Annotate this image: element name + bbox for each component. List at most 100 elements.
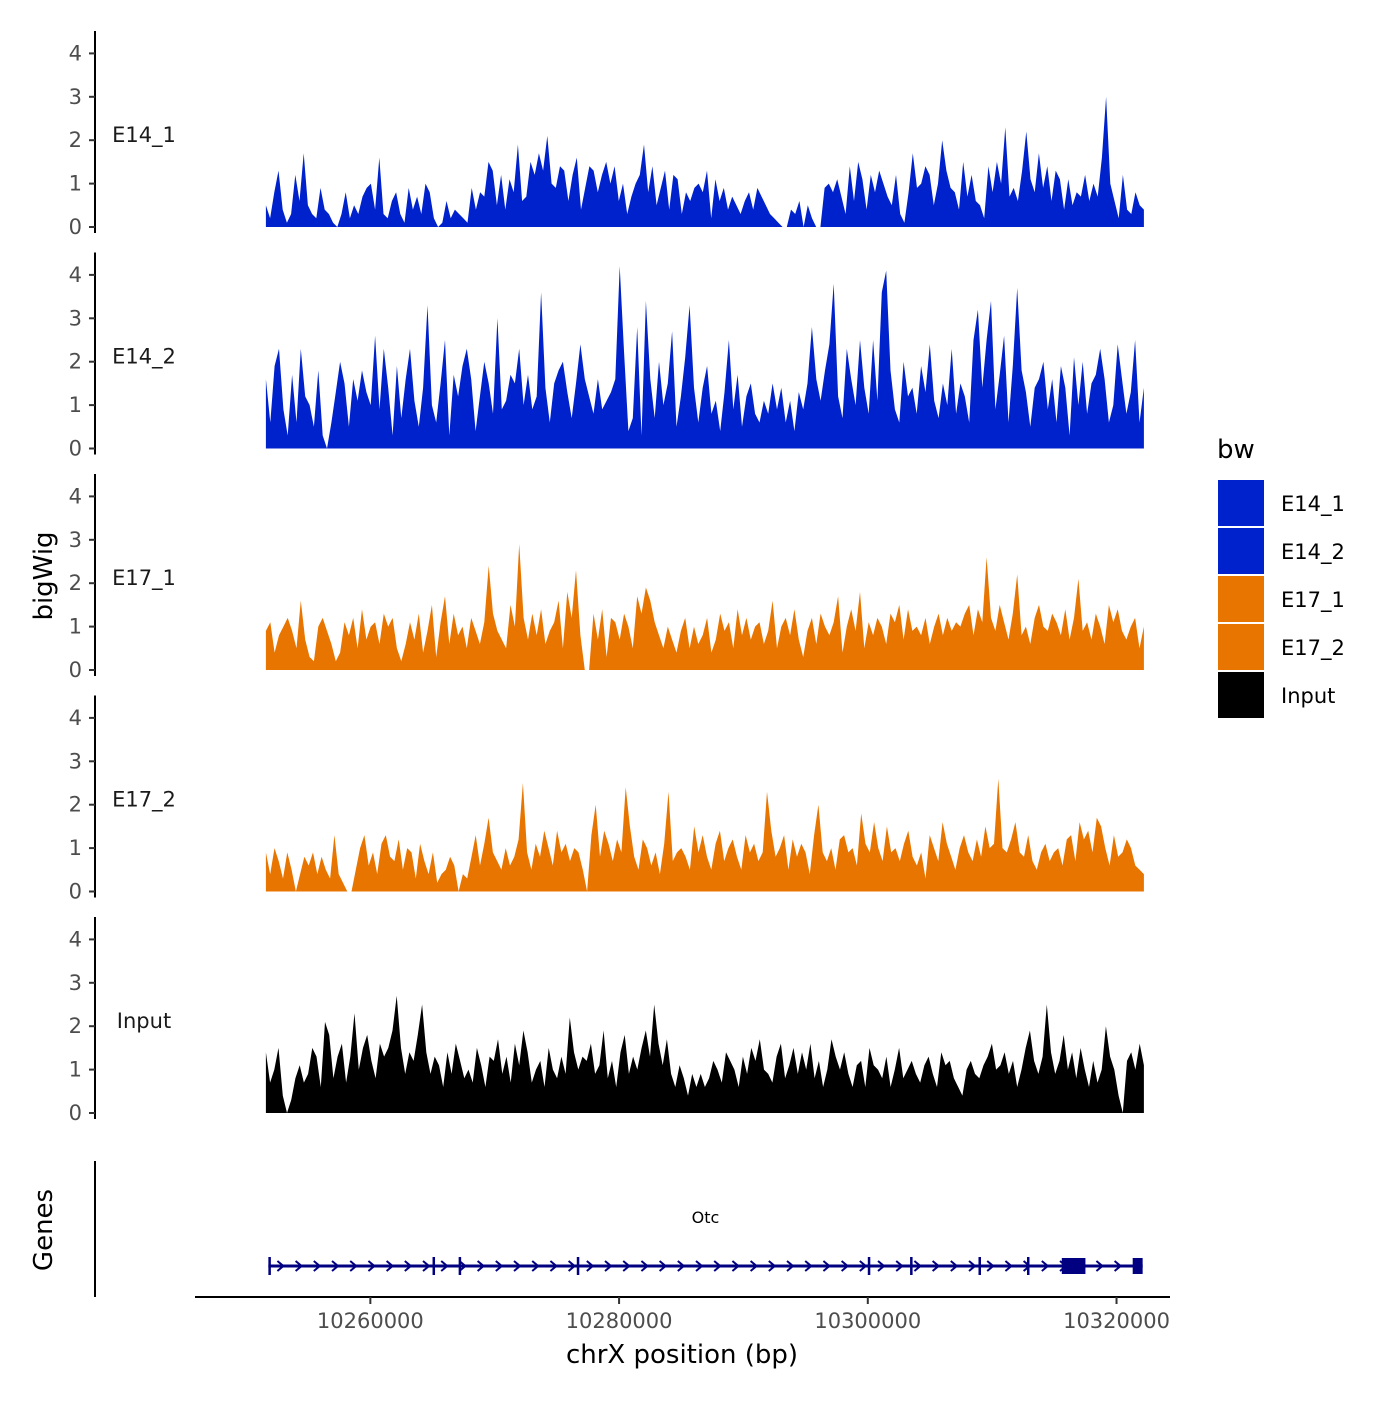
strand-arrow bbox=[840, 1260, 850, 1272]
y-tick-label: 1 bbox=[69, 393, 82, 417]
strand-arrow bbox=[786, 1260, 795, 1272]
strand-arrow bbox=[877, 1260, 886, 1272]
strand-arrow bbox=[640, 1260, 649, 1272]
x-tick-label: 10260000 bbox=[317, 1309, 424, 1333]
y-tick-label: 2 bbox=[69, 128, 82, 152]
strand-arrow bbox=[713, 1260, 722, 1272]
strand-arrow bbox=[294, 1260, 304, 1272]
strand-arrow bbox=[495, 1260, 504, 1272]
strand-arrow bbox=[1022, 1260, 1032, 1272]
gene-track-label: Genes bbox=[29, 1189, 59, 1271]
strand-arrow bbox=[895, 1260, 904, 1272]
track-E14_2: 0 1 2 3 4 E14_2 bbox=[69, 252, 1144, 461]
strand-arrow bbox=[731, 1260, 740, 1272]
strand-arrow bbox=[1113, 1260, 1123, 1272]
track-label: Input bbox=[117, 1009, 171, 1033]
strand-arrow bbox=[549, 1260, 558, 1272]
strand-arrow bbox=[422, 1260, 431, 1272]
y-tick-label: 4 bbox=[69, 41, 82, 65]
y-tick-label: 4 bbox=[69, 263, 82, 287]
legend-label: E17_2 bbox=[1281, 636, 1345, 661]
y-tick-label: 3 bbox=[69, 85, 82, 109]
strand-arrow bbox=[513, 1260, 522, 1272]
y-tick-label: 2 bbox=[69, 793, 82, 817]
track-Input: 0 1 2 3 4 Input bbox=[69, 917, 1144, 1125]
exon bbox=[576, 1257, 580, 1275]
strand-arrow bbox=[567, 1260, 577, 1272]
signal-area-E17_2 bbox=[265, 778, 1144, 892]
legend-label: E14_1 bbox=[1281, 492, 1345, 517]
signal-area-E14_1 bbox=[265, 96, 1144, 227]
strand-arrow bbox=[404, 1260, 413, 1272]
y-tick-label: 0 bbox=[69, 437, 82, 461]
strand-arrow bbox=[1095, 1260, 1104, 1272]
gene-model bbox=[268, 1257, 1143, 1275]
y-tick-label: 1 bbox=[69, 172, 82, 196]
y-tick-label: 1 bbox=[69, 1058, 82, 1082]
signal-area-E14_2 bbox=[265, 266, 1144, 449]
strand-arrow bbox=[859, 1260, 868, 1272]
strand-arrow bbox=[822, 1260, 831, 1272]
track-label: E14_2 bbox=[112, 345, 176, 370]
track-label: E17_2 bbox=[112, 788, 176, 813]
strand-arrow bbox=[986, 1260, 995, 1272]
strand-arrow bbox=[349, 1260, 358, 1272]
strand-arrow bbox=[913, 1260, 922, 1272]
exon bbox=[978, 1257, 981, 1275]
x-axis-title: chrX position (bp) bbox=[566, 1340, 798, 1370]
exon bbox=[1061, 1258, 1086, 1274]
strand-arrow bbox=[950, 1260, 959, 1272]
y-tick-label: 4 bbox=[69, 706, 82, 730]
strand-arrow bbox=[367, 1260, 376, 1272]
y-tick-label: 3 bbox=[69, 528, 82, 552]
legend-swatch bbox=[1218, 576, 1264, 622]
exon bbox=[458, 1257, 462, 1275]
gene-name-label: Otc bbox=[692, 1208, 720, 1227]
strand-arrow bbox=[331, 1260, 340, 1272]
strand-arrow bbox=[622, 1260, 631, 1272]
y-tick-label: 2 bbox=[69, 1014, 82, 1038]
legend-swatch bbox=[1218, 528, 1264, 574]
strand-arrow bbox=[531, 1260, 540, 1272]
y-tick-label: 1 bbox=[69, 836, 82, 860]
y-tick-label: 2 bbox=[69, 571, 82, 595]
x-tick-label: 10320000 bbox=[1063, 1309, 1170, 1333]
strand-arrow bbox=[1004, 1260, 1013, 1272]
strand-arrow bbox=[749, 1260, 759, 1272]
y-axis-title: bigWig bbox=[29, 531, 59, 620]
strand-arrow bbox=[931, 1260, 941, 1272]
y-tick-label: 3 bbox=[69, 971, 82, 995]
strand-arrow bbox=[458, 1260, 467, 1272]
legend-label: E17_1 bbox=[1281, 588, 1345, 613]
legend-title: bw bbox=[1217, 435, 1255, 465]
track-label: E17_1 bbox=[112, 566, 176, 591]
x-ticks: 10260000 10280000 10300000 10320000 bbox=[317, 1297, 1170, 1333]
signal-tracks: 0 1 2 3 4 E14_1 0 1 2 3 4 E14_2 0 1 2 3 4 E17_1 0 1 2 3 4 E17_2… bbox=[69, 31, 1144, 1125]
x-axis: 10260000 10280000 10300000 10320000 chrX po… bbox=[195, 1296, 1170, 1370]
legend-swatch bbox=[1218, 624, 1264, 670]
exon bbox=[1026, 1257, 1030, 1275]
exon bbox=[867, 1257, 871, 1275]
y-tick-label: 0 bbox=[69, 658, 82, 682]
strand-arrow bbox=[385, 1260, 395, 1272]
legend-swatch bbox=[1218, 480, 1264, 526]
track-E17_1: 0 1 2 3 4 E17_1 bbox=[69, 474, 1144, 682]
legend-label: E14_2 bbox=[1281, 540, 1345, 565]
strand-arrow bbox=[768, 1260, 777, 1272]
exon bbox=[432, 1257, 436, 1275]
exon bbox=[910, 1257, 913, 1275]
y-tick-label: 0 bbox=[69, 880, 82, 904]
legend-swatch bbox=[1218, 672, 1264, 718]
strand-arrow bbox=[1041, 1260, 1050, 1272]
strand-arrow bbox=[586, 1260, 595, 1272]
strand-arrow bbox=[313, 1260, 322, 1272]
exon bbox=[1132, 1258, 1143, 1274]
strand-arrow bbox=[440, 1260, 449, 1272]
strand-arrow bbox=[604, 1260, 613, 1272]
signal-area-Input bbox=[265, 995, 1144, 1113]
y-tick-label: 4 bbox=[69, 927, 82, 951]
y-tick-label: 0 bbox=[69, 1101, 82, 1125]
signal-area-E17_1 bbox=[265, 544, 1144, 670]
track-E14_1: 0 1 2 3 4 E14_1 bbox=[69, 31, 1144, 239]
